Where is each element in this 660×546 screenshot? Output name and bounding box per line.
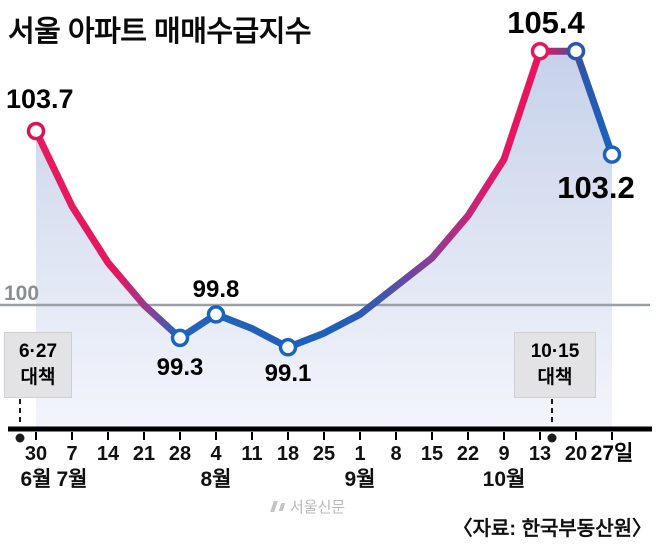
month-label: 7월 [57,468,88,491]
policy-word: 대책 [537,366,573,388]
point-marker [170,328,190,348]
x-axis-month-labels: 6월 7월 8월 9월 10월 [21,468,526,491]
x-tick-label: 1 [354,443,365,465]
x-axis [8,426,652,440]
value-label-start: 103.7 [6,84,74,114]
point-marker [530,41,550,61]
policy-word: 대책 [20,366,56,388]
month-label: 9월 [345,468,376,491]
point-marker [566,41,586,61]
x-tick-label: 25 [313,443,335,465]
data-point-markers [26,41,622,357]
seoul-shinmun-logo-icon [278,502,286,511]
value-label-low2: 99.1 [264,360,312,387]
month-label: 8월 [201,468,232,491]
x-tick-label: 9 [498,443,509,465]
watermark: 서울신문 [270,496,346,517]
month-label: 6월 [21,468,52,491]
area-fill [36,51,612,428]
point-marker [278,338,298,357]
month-label: 10월 [483,468,526,491]
policy-axis-dot [15,433,25,443]
x-tick-label: 14 [97,443,120,465]
point-marker [26,121,46,141]
x-tick-label: 11 [241,443,262,465]
x-tick-label: 30 [25,443,47,465]
value-label-peak: 105.4 [507,5,585,40]
x-tick-label: 4 [210,443,222,465]
point-marker [602,145,622,164]
data-source: 〈자료: 한국부동산원〉 [452,518,652,540]
x-tick-label: 20 [565,443,587,465]
index-line [32,47,616,351]
value-label-end: 103.2 [557,170,635,205]
x-tick-label: 13 [529,443,551,465]
point-marker [206,305,226,324]
value-label-low1: 99.3 [156,354,204,381]
chart-title: 서울 아파트 매매수급지수 [8,16,312,48]
policy-date: 6·27 [18,341,58,362]
baseline-100-label: 100 [4,282,40,305]
policy-axis-dot [547,433,557,443]
x-tick-label: 22 [457,443,479,465]
x-tick-label: 15 [421,443,443,465]
x-tick-label: 28 [169,443,191,465]
x-tick-label: 21 [133,443,155,465]
x-tick-label: 8 [390,443,401,465]
watermark-text: 서울신문 [290,499,346,516]
policy-annotation-june-27: 6·27 대책 [4,332,72,399]
policy-date: 10·15 [530,341,580,362]
x-tick-label: 7 [66,443,77,465]
policy-date-markers [15,399,557,443]
value-label-local-max: 99.8 [192,276,240,303]
x-tick-label: 18 [277,443,299,465]
seoul-shinmun-logo-icon [270,501,278,512]
policy-annotation-oct-15: 10·15 대책 [514,332,596,399]
x-axis-tick-labels: 30 7 14 21 28 4 11 18 25 1 8 15 22 9 13 20 27일 [25,442,633,465]
x-tick-label: 27일 [591,442,634,465]
